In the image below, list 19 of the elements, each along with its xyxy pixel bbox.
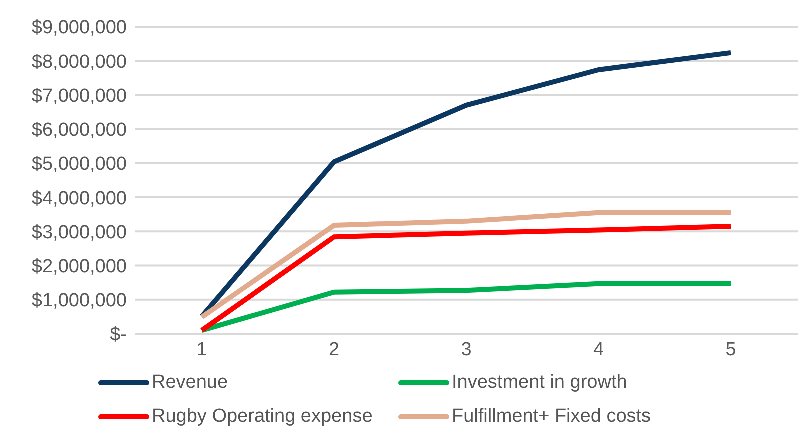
y-tick-label: $- (110, 324, 127, 346)
y-tick-label: $7,000,000 (32, 86, 127, 107)
x-tick-label: 3 (461, 339, 472, 360)
x-tick-label: 4 (593, 339, 604, 360)
y-tick-label: $3,000,000 (32, 222, 127, 244)
y-tick-label: $5,000,000 (32, 154, 127, 176)
legend-label: Investment in growth (452, 372, 628, 394)
legend-label: Revenue (152, 372, 228, 394)
y-tick-label: $9,000,000 (32, 18, 127, 39)
legend-label: Fulfillment+ Fixed costs (452, 406, 652, 428)
x-tick-label: 1 (196, 339, 208, 360)
y-tick-label: $2,000,000 (32, 256, 127, 278)
x-tick-label: 2 (328, 339, 340, 360)
y-tick-label: $1,000,000 (32, 290, 127, 312)
legend-label: Rugby Operating expense (152, 406, 373, 428)
y-tick-label: $8,000,000 (32, 52, 127, 73)
y-tick-label: $6,000,000 (32, 120, 127, 142)
x-tick-label: 5 (726, 339, 736, 360)
y-tick-label: $4,000,000 (32, 188, 127, 210)
